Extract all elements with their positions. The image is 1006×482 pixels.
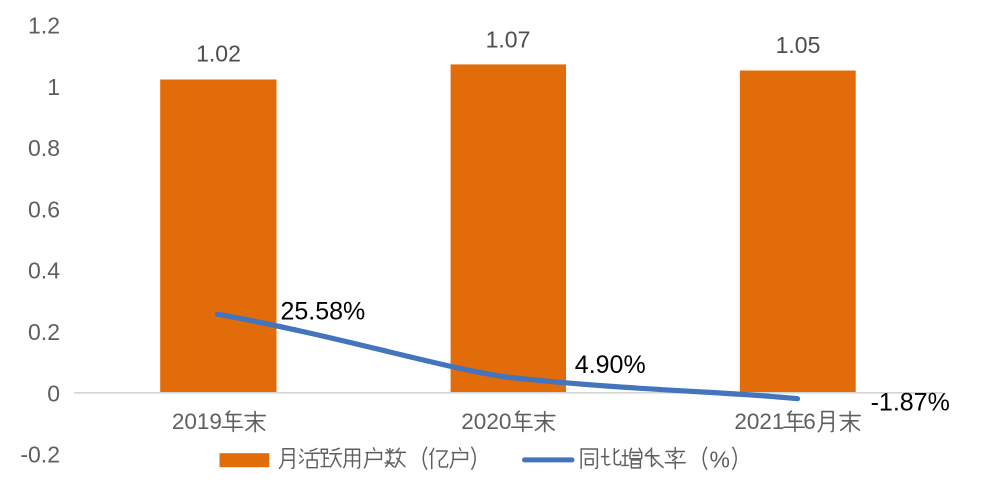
svg-text:1.07: 1.07 — [486, 27, 531, 53]
svg-text:1: 1 — [47, 74, 60, 100]
svg-text:0: 0 — [47, 380, 60, 406]
svg-text:-1.87%: -1.87% — [871, 388, 950, 416]
svg-text:1.02: 1.02 — [196, 41, 241, 67]
svg-text:1.2: 1.2 — [28, 13, 60, 39]
svg-text:25.58%: 25.58% — [281, 297, 366, 325]
svg-text:0.4: 0.4 — [28, 258, 60, 284]
svg-text:1.05: 1.05 — [776, 32, 821, 58]
svg-text:4.90%: 4.90% — [575, 351, 646, 379]
svg-text:2019: 2019 — [172, 409, 222, 434]
svg-text:2020: 2020 — [461, 409, 511, 434]
svg-text:2021: 2021 — [734, 409, 784, 434]
svg-text:0.8: 0.8 — [28, 135, 60, 161]
svg-text:6: 6 — [803, 409, 816, 434]
svg-text:-0.2: -0.2 — [20, 442, 60, 468]
svg-text:0.2: 0.2 — [28, 319, 60, 345]
svg-text:0.6: 0.6 — [28, 196, 60, 222]
svg-text:%: % — [710, 447, 730, 473]
